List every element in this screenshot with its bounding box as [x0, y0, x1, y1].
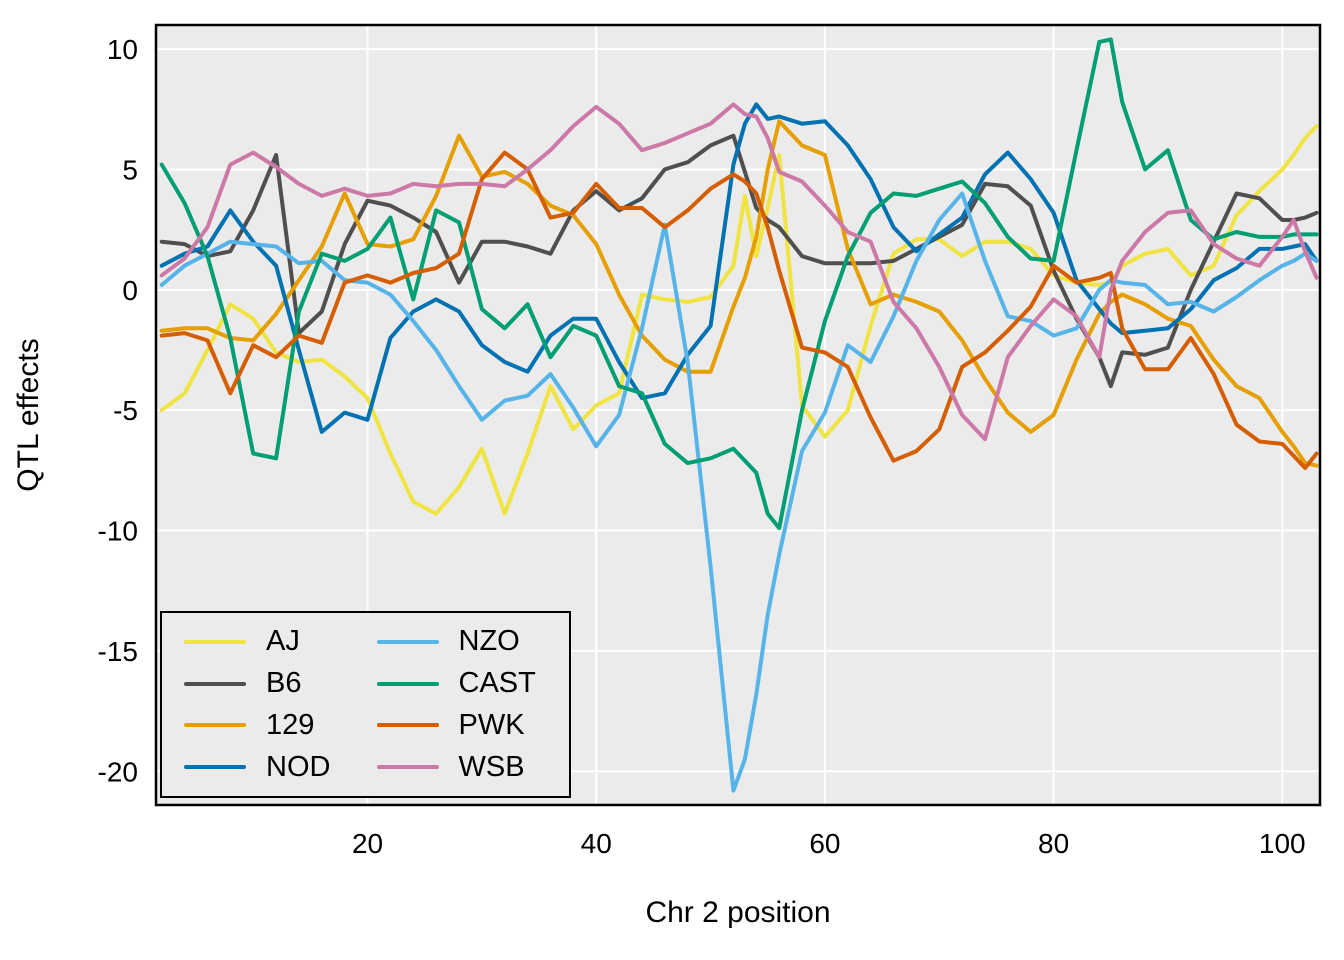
legend-item-nod: NOD	[184, 750, 377, 783]
x-tick-label: 100	[1259, 828, 1306, 859]
legend-swatch-b6	[184, 681, 246, 686]
legend-item-cast: CAST	[376, 667, 570, 700]
legend-label-nzo: NZO	[458, 625, 520, 658]
y-tick-label: 5	[122, 154, 138, 185]
legend-item-wsb: WSB	[376, 750, 570, 783]
x-tick-label: 60	[809, 828, 840, 859]
legend-swatch-nzo	[376, 639, 439, 644]
x-axis-title: Chr 2 position	[645, 896, 830, 929]
legend-label-b6: B6	[266, 667, 302, 700]
legend-label-129: 129	[266, 708, 315, 741]
series-line-cast	[159, 37, 1319, 531]
y-tick-label: -15	[98, 636, 138, 667]
legend-item-129: 129	[184, 708, 377, 741]
series-line-nod	[159, 102, 1319, 434]
plot-panel-border	[154, 23, 1322, 807]
legend-label-wsb: WSB	[458, 750, 525, 783]
legend-swatch-aj	[184, 639, 246, 644]
y-tick-label: -20	[98, 756, 138, 787]
legend-label-pwk: PWK	[458, 708, 525, 741]
series-line-wsb	[159, 102, 1319, 442]
legend-swatch-cast	[376, 681, 439, 686]
legend-swatch-nod	[184, 765, 246, 770]
legend-item-nzo: NZO	[376, 625, 570, 658]
legend-item-b6: B6	[184, 669, 377, 698]
legend-box: AJ B6 129 NOD NZO CAST PWK WSB	[160, 611, 571, 798]
legend-swatch-129	[184, 723, 246, 728]
x-tick-label: 40	[581, 828, 612, 859]
y-tick-label: -10	[98, 516, 138, 547]
x-tick-label: 20	[352, 828, 383, 859]
series-line-pwk	[159, 150, 1319, 470]
legend-item-aj: AJ	[184, 627, 377, 656]
y-tick-label: -5	[113, 395, 138, 426]
legend-label-cast: CAST	[458, 667, 536, 700]
legend-item-pwk: PWK	[376, 708, 570, 741]
legend-label-aj: AJ	[266, 625, 300, 658]
x-tick-label: 80	[1038, 828, 1069, 859]
legend-swatch-pwk	[376, 723, 439, 728]
y-tick-label: 10	[107, 34, 138, 65]
y-axis-title: QTL effects	[12, 338, 45, 491]
x-axis-tick-labels: 20 40 60 80 100	[352, 828, 1306, 859]
series-lines	[159, 37, 1319, 793]
legend-label-nod: NOD	[266, 750, 331, 783]
y-axis-tick-labels: 10 5 0 -5 -10 -15 -20	[98, 34, 138, 787]
legend-swatch-wsb	[376, 765, 439, 770]
series-line-nzo	[159, 191, 1319, 793]
y-tick-label: 0	[122, 275, 138, 306]
